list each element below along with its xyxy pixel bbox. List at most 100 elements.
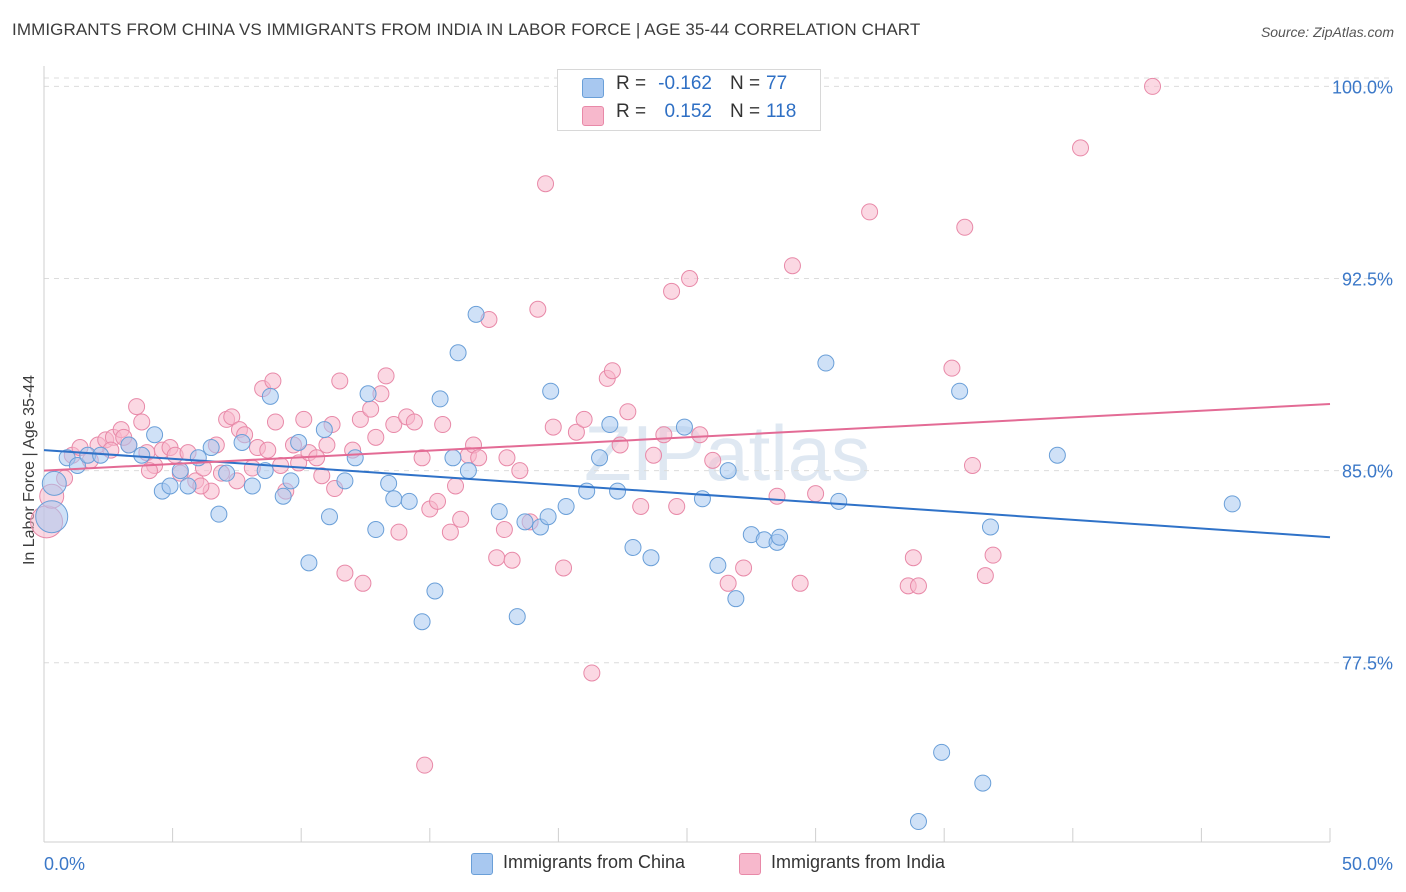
- china-point: [359, 385, 377, 403]
- china-point: [426, 582, 444, 600]
- india-point: [704, 451, 722, 469]
- india-point: [691, 426, 709, 444]
- india-point: [318, 436, 336, 454]
- china-point: [951, 382, 969, 400]
- china-point: [449, 344, 467, 362]
- china-point: [609, 482, 627, 500]
- china-point: [261, 387, 279, 405]
- china-point: [933, 743, 951, 761]
- india-point: [362, 400, 380, 418]
- china-point: [161, 477, 179, 495]
- india-point: [354, 574, 372, 592]
- china-point: [218, 464, 236, 482]
- india-point: [603, 362, 621, 380]
- china-point: [709, 556, 727, 574]
- india-point: [861, 203, 879, 221]
- india-point: [416, 756, 434, 774]
- watermark: ZIPatlas: [584, 409, 870, 497]
- correlation-legend: R = -0.162 N = 77 R = 0.152 N = 118: [557, 69, 821, 131]
- india-point: [470, 449, 488, 467]
- china-point: [243, 477, 261, 495]
- china-legend-swatch: [471, 853, 493, 875]
- india-point: [295, 410, 313, 428]
- india-point: [133, 413, 151, 431]
- india-point: [488, 549, 506, 567]
- china-point: [771, 528, 789, 546]
- china-point: [516, 513, 534, 531]
- india-point: [529, 300, 547, 318]
- india-point: [367, 428, 385, 446]
- india-point: [313, 467, 331, 485]
- india-point: [405, 413, 423, 431]
- china-point: [385, 490, 403, 508]
- india-point: [331, 372, 349, 390]
- y-tick-label: 92.5%: [1342, 270, 1393, 290]
- india-point: [140, 462, 158, 480]
- trend-lines: [43, 403, 1331, 539]
- china-point: [467, 305, 485, 323]
- china-point: [591, 449, 609, 467]
- china-swatch: [582, 78, 604, 98]
- china-point: [444, 449, 462, 467]
- y-tick-labels: 77.5% 85.0% 92.5% 100.0%: [1332, 77, 1393, 673]
- china-point: [210, 505, 228, 523]
- y-tick-label: 77.5%: [1342, 654, 1393, 674]
- india-point: [336, 564, 354, 582]
- china-point: [675, 418, 693, 436]
- china-point: [380, 474, 398, 492]
- china-point: [557, 497, 575, 515]
- india-r-label: R =: [616, 101, 647, 122]
- china-point: [601, 416, 619, 434]
- india-legend-swatch: [739, 853, 761, 875]
- china-point: [202, 439, 220, 457]
- india-point: [452, 510, 470, 528]
- china-point: [146, 426, 164, 444]
- india-n-label: N =: [730, 101, 761, 122]
- india-point: [663, 282, 681, 300]
- china-point: [817, 354, 835, 372]
- china-point: [400, 492, 418, 510]
- china-point: [413, 613, 431, 631]
- china-n-value: 77: [766, 73, 788, 94]
- india-point: [567, 423, 585, 441]
- india-point: [791, 574, 809, 592]
- india-point: [719, 574, 737, 592]
- india-point: [511, 462, 529, 480]
- china-legend-label: Immigrants from China: [503, 852, 686, 872]
- india-point: [632, 497, 650, 515]
- china-point: [974, 774, 992, 792]
- india-point: [413, 449, 431, 467]
- china-point: [490, 503, 508, 521]
- china-point: [282, 472, 300, 490]
- india-point: [611, 436, 629, 454]
- china-point: [508, 608, 526, 626]
- india-point: [904, 549, 922, 567]
- india-point: [377, 367, 395, 385]
- india-point: [575, 410, 593, 428]
- china-points: [35, 75, 1241, 831]
- india-point: [441, 523, 459, 541]
- china-point: [542, 382, 560, 400]
- china-trend-line: [43, 449, 1331, 539]
- india-point: [956, 218, 974, 236]
- india-point: [223, 408, 241, 426]
- india-point: [645, 446, 663, 464]
- china-point: [624, 538, 642, 556]
- india-point: [963, 456, 981, 474]
- china-point: [256, 462, 274, 480]
- china-point: [133, 446, 151, 464]
- india-point: [976, 567, 994, 585]
- india-point: [434, 416, 452, 434]
- india-trend-line: [43, 403, 1331, 472]
- china-point: [830, 492, 848, 510]
- india-point: [807, 485, 825, 503]
- china-point: [693, 490, 711, 508]
- india-point: [909, 577, 927, 595]
- series-legend: Immigrants from China Immigrants from In…: [0, 852, 1406, 878]
- india-point: [735, 559, 753, 577]
- china-point: [233, 433, 251, 451]
- china-point: [290, 433, 308, 451]
- india-point: [668, 497, 686, 515]
- india-point: [1072, 139, 1090, 157]
